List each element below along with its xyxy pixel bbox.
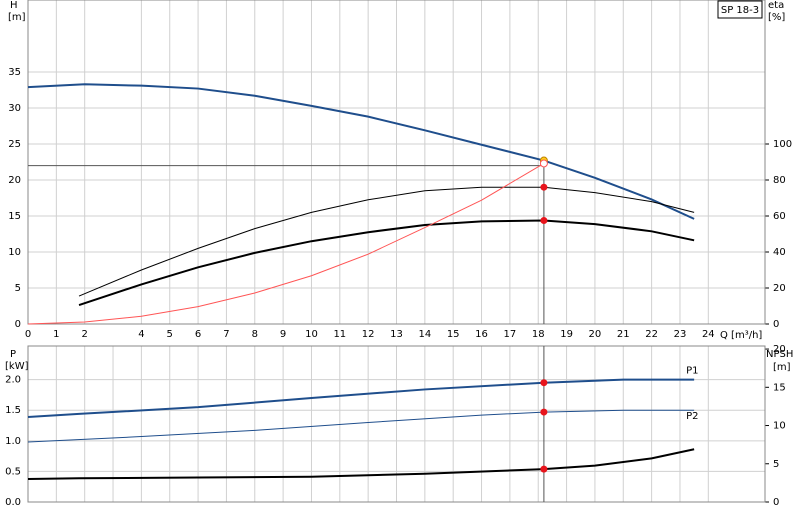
x-tick-label: 5 — [167, 329, 173, 340]
curve — [27, 378, 695, 418]
duty-point — [540, 465, 548, 473]
duty-point — [540, 183, 548, 191]
y2-axis-label: NPSH — [766, 349, 793, 360]
curve — [27, 163, 545, 325]
x-tick-label: 0 — [25, 329, 31, 340]
y-tick-label: 0 — [15, 319, 21, 330]
y-tick-label: 15 — [8, 211, 21, 222]
curve — [78, 219, 695, 307]
duty-point — [539, 159, 548, 168]
y-tick-label: 2.0 — [5, 375, 21, 386]
y2-axis-unit: [%] — [768, 12, 785, 23]
y2-tick-label: 15 — [773, 382, 786, 393]
y2-tick-label: 60 — [773, 211, 786, 222]
curve — [27, 448, 695, 481]
x-tick-label: 18 — [532, 329, 545, 340]
x-tick-label: 6 — [195, 329, 201, 340]
curve — [27, 409, 695, 443]
plot-frame — [27, 345, 766, 503]
x-tick-label: 15 — [447, 329, 460, 340]
y-tick-label: 10 — [8, 247, 21, 258]
x-tick-label: 8 — [252, 329, 258, 340]
y2-axis-label: eta — [768, 0, 784, 11]
y2-tick-label: 0 — [773, 319, 779, 330]
y-tick-label: 1.5 — [5, 405, 21, 416]
y2-tick-label: 80 — [773, 175, 786, 186]
y2-tick-label: 20 — [773, 283, 786, 294]
y-axis-unit: [kW] — [5, 361, 29, 372]
x-tick-label: 7 — [223, 329, 229, 340]
plot-frame — [27, 0, 766, 325]
series-label: P2 — [686, 411, 698, 422]
y2-tick-label: 0 — [773, 497, 779, 508]
x-tick-label: 20 — [589, 329, 602, 340]
curve — [78, 186, 695, 297]
x-tick-label: 1 — [53, 329, 59, 340]
duty-point — [540, 379, 548, 387]
title-box — [717, 0, 763, 19]
x-tick-label: 22 — [645, 329, 658, 340]
y-tick-label: 0.5 — [5, 466, 21, 477]
x-tick-label: 16 — [475, 329, 488, 340]
y-axis-label: H — [10, 0, 18, 11]
y-tick-label: 35 — [8, 67, 21, 78]
y-tick-label: 0.0 — [5, 497, 21, 508]
y2-tick-label: 20 — [773, 344, 786, 355]
x-tick-label: 23 — [674, 329, 687, 340]
x-tick-label: 14 — [418, 329, 431, 340]
x-tick-label: 13 — [390, 329, 403, 340]
y2-tick-label: 100 — [773, 139, 792, 150]
duty-point — [540, 408, 548, 416]
x-tick-label: 10 — [305, 329, 318, 340]
x-tick-label: 4 — [138, 329, 144, 340]
y2-tick-label: 5 — [773, 459, 779, 470]
chart-title: SP 18-3 — [721, 5, 759, 16]
x-axis-label: Q [m³/h] — [720, 330, 762, 341]
x-tick-label: 24 — [702, 329, 715, 340]
y-tick-label: 1.0 — [5, 436, 21, 447]
y-axis-label: P — [10, 349, 16, 360]
duty-point — [540, 217, 548, 224]
y-tick-label: 30 — [8, 103, 21, 114]
x-tick-label: 19 — [560, 329, 573, 340]
y-tick-label: 25 — [8, 139, 21, 150]
x-tick-label: 17 — [504, 329, 517, 340]
x-tick-label: 2 — [82, 329, 88, 340]
x-tick-label: 9 — [280, 329, 286, 340]
y2-axis-unit: [m] — [773, 362, 791, 373]
y-axis-unit: [m] — [8, 12, 26, 23]
y2-tick-label: 10 — [773, 421, 786, 432]
y2-tick-label: 40 — [773, 247, 786, 258]
y-tick-label: 5 — [15, 283, 21, 294]
series-label: P1 — [686, 366, 698, 377]
curve — [27, 83, 695, 220]
y-tick-label: 20 — [8, 175, 21, 186]
x-tick-label: 12 — [362, 329, 375, 340]
x-tick-label: 11 — [333, 329, 346, 340]
x-tick-label: 21 — [617, 329, 630, 340]
